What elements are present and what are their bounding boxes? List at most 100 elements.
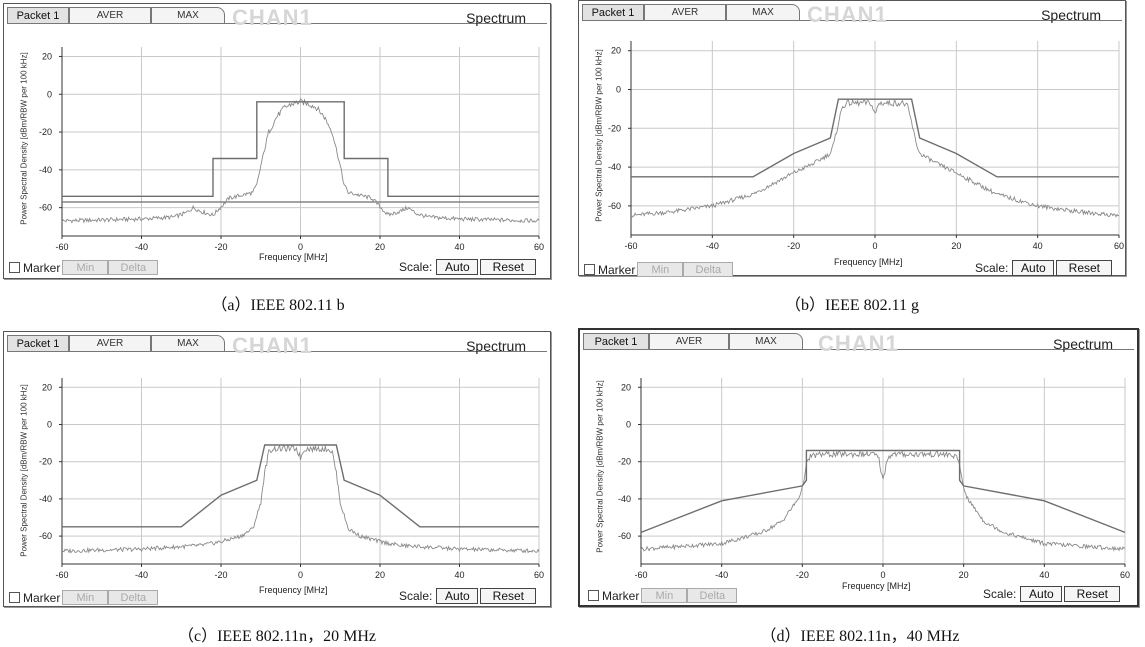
marker-checkbox[interactable]: [9, 262, 20, 273]
panel-title: Spectrum: [466, 10, 526, 26]
scale-controls: Scale: Auto Reset: [399, 259, 537, 275]
x-tick-label: -60: [624, 241, 637, 251]
delta-button[interactable]: Delta: [108, 260, 159, 275]
x-tick-label: 60: [1120, 570, 1130, 580]
x-tick-label: -20: [214, 242, 227, 252]
x-tick-label: 20: [375, 242, 385, 252]
delta-button[interactable]: Delta: [687, 588, 738, 603]
x-axis-label: Frequency [MHz]: [259, 585, 328, 595]
tab-max[interactable]: MAX: [151, 7, 225, 23]
y-tick-label: 0: [47, 420, 52, 430]
tab-aver[interactable]: AVER: [649, 333, 729, 349]
x-tick-label: -60: [55, 242, 68, 252]
y-tick-label: -40: [39, 494, 52, 504]
marker-label: Marker: [598, 262, 636, 277]
min-button[interactable]: Min: [637, 262, 684, 277]
reset-button[interactable]: Reset: [480, 259, 537, 275]
y-axis-label: Power Spectral Density [dBm/RBW per 100 …: [19, 384, 29, 557]
spectrum-plot-a: 20 0 -20 -40 -60 -60 -40 -20 0 20 40 60: [39, 47, 544, 252]
spectrum-plot-b: 20 0 -20 -40 -60 -60 -40 -20 0 20 40 60: [608, 41, 1124, 251]
marker-checkbox[interactable]: [588, 590, 599, 601]
x-tick-label: -20: [796, 570, 809, 580]
marker-label: Marker: [23, 260, 61, 275]
panel-title: Spectrum: [466, 338, 526, 354]
reset-button[interactable]: Reset: [1064, 586, 1121, 602]
scale-label: Scale:: [975, 261, 1009, 275]
y-tick-label: 0: [616, 85, 621, 95]
min-button[interactable]: Min: [62, 260, 109, 275]
tab-packet-1[interactable]: Packet 1: [7, 7, 69, 23]
marker-controls: Marker Min Delta: [9, 590, 159, 605]
y-tick-label: 0: [626, 420, 631, 430]
tab-bar: Packet 1 AVER MAX: [583, 333, 803, 350]
spectral-mask: [62, 101, 539, 197]
channel-watermark: CHAN1: [232, 333, 313, 358]
y-axis-label: Power Spectral Density [dBm/RBW per 100 …: [595, 380, 605, 553]
y-tick-label: -60: [618, 531, 631, 541]
y-tick-label: 0: [47, 89, 52, 99]
caption-b: （b）IEEE 802.11 g: [784, 297, 920, 314]
tab-packet-1[interactable]: Packet 1: [583, 333, 649, 349]
channel-watermark: CHAN1: [807, 2, 888, 27]
channel-watermark: CHAN1: [232, 5, 313, 30]
auto-button[interactable]: Auto: [1020, 586, 1063, 602]
spectral-mask: [62, 444, 539, 528]
spectrum-plot-c: 20 0 -20 -40 -60 -60 -40 -20 0 20 40 60: [39, 378, 544, 580]
spectrum-panel-d: Packet 1 AVER MAX CHAN1 Spectrum 20 0 -20 -…: [578, 328, 1139, 607]
tab-max[interactable]: MAX: [726, 4, 800, 20]
auto-button[interactable]: Auto: [436, 259, 479, 275]
marker-checkbox[interactable]: [584, 264, 595, 275]
y-tick-label: -40: [618, 494, 631, 504]
x-tick-label: 0: [298, 570, 303, 580]
marker-controls: Marker Min Delta: [584, 262, 734, 277]
y-tick-label: -60: [39, 203, 52, 213]
tab-aver[interactable]: AVER: [644, 4, 726, 20]
marker-controls: Marker Min Delta: [588, 588, 738, 603]
x-tick-label: 20: [951, 241, 961, 251]
tab-packet-1[interactable]: Packet 1: [7, 335, 69, 351]
tab-aver[interactable]: AVER: [69, 7, 151, 23]
scale-label: Scale:: [399, 260, 433, 274]
caption-a: （a）IEEE 802.11 b: [211, 297, 345, 314]
reset-button[interactable]: Reset: [480, 588, 537, 604]
y-tick-label: -40: [39, 165, 52, 175]
y-tick-label: -20: [39, 457, 52, 467]
y-axis-label: Power Spectral Density [dBm/RBW per 100 …: [19, 52, 29, 225]
min-button[interactable]: Min: [62, 590, 109, 605]
tab-underline: [583, 349, 1134, 350]
tab-max[interactable]: MAX: [151, 335, 225, 351]
y-tick-label: -40: [608, 162, 621, 172]
tab-aver[interactable]: AVER: [69, 335, 151, 351]
tab-packet-1[interactable]: Packet 1: [582, 4, 644, 20]
reset-button[interactable]: Reset: [1056, 260, 1113, 276]
min-button[interactable]: Min: [641, 588, 688, 603]
scale-label: Scale:: [983, 587, 1017, 601]
marker-checkbox[interactable]: [9, 592, 20, 603]
tab-bar: Packet 1 AVER MAX: [582, 4, 800, 21]
spectrum-trace: [630, 98, 1120, 219]
delta-button[interactable]: Delta: [683, 262, 734, 277]
spectrum-trace: [61, 98, 540, 224]
tab-underline: [582, 20, 1122, 21]
y-tick-label: -20: [39, 127, 52, 137]
y-tick-label: -20: [618, 457, 631, 467]
marker-controls: Marker Min Delta: [9, 260, 159, 275]
panel-title: Spectrum: [1041, 7, 1101, 23]
x-axis-label: Frequency [MHz]: [834, 257, 903, 267]
panel-title: Spectrum: [1053, 336, 1113, 352]
x-tick-label: -40: [135, 242, 148, 252]
delta-button[interactable]: Delta: [108, 590, 159, 605]
x-axis-label: Frequency [MHz]: [842, 581, 911, 591]
caption-d: （d）IEEE 802.11n，40 MHz: [760, 628, 960, 645]
auto-button[interactable]: Auto: [436, 588, 479, 604]
auto-button[interactable]: Auto: [1012, 260, 1055, 276]
spectral-mask: [640, 449, 1126, 534]
channel-watermark: CHAN1: [818, 331, 899, 356]
x-tick-label: 0: [880, 570, 885, 580]
x-tick-label: 60: [534, 242, 544, 252]
x-tick-label: 20: [375, 570, 385, 580]
tab-bar: Packet 1 AVER MAX: [7, 335, 225, 352]
x-tick-label: 0: [872, 241, 877, 251]
tab-max[interactable]: MAX: [729, 333, 803, 349]
x-axis-label: Frequency [MHz]: [259, 252, 328, 262]
